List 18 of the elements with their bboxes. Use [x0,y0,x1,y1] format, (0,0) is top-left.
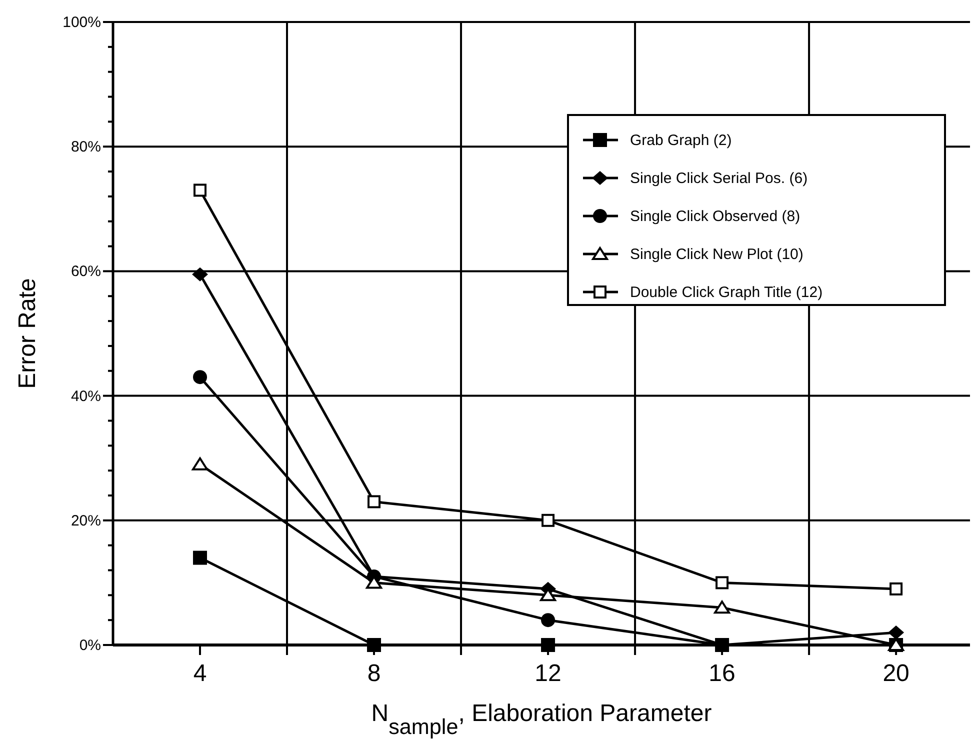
y-tick-label: 20% [70,512,101,530]
x-tick-label: 20 [882,660,910,687]
y-tick-label: 80% [70,138,101,156]
legend-label: Double Click Graph Title (12) [630,284,823,301]
legend-label: Grab Graph (2) [630,132,732,149]
x-axis-title: N$_{sample}$, Elaboration Parameter [371,700,712,738]
x-tick-label: 8 [367,660,381,687]
y-tick-label: 60% [70,263,101,280]
legend-label: Single Click New Plot (10) [630,246,804,263]
x-tick-label: 4 [193,660,207,687]
y-tick-label: 0% [79,637,101,654]
x-tick-label: 16 [708,660,736,687]
legend-label: Single Click Observed (8) [630,208,800,225]
x-tick-label: 12 [534,660,562,687]
y-tick-label: 100% [62,14,101,31]
legend-label: Single Click Serial Pos. (6) [630,170,808,187]
y-tick-label: 40% [70,388,101,405]
y-axis-title: Error Rate [14,278,41,389]
